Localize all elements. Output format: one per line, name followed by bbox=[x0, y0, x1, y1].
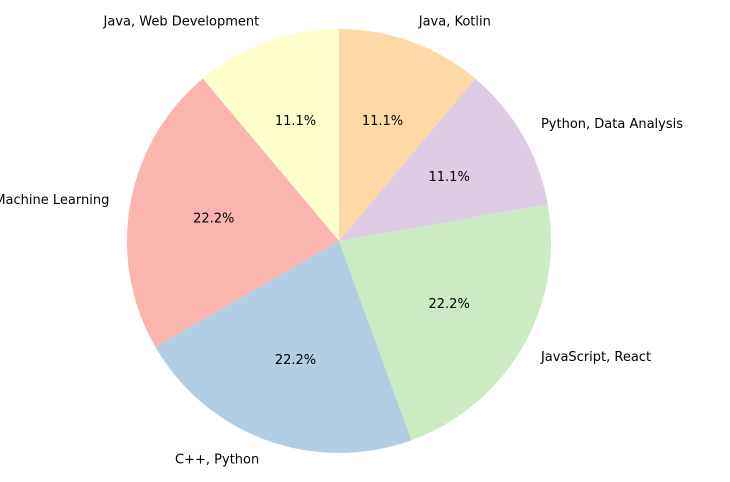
category-label-javascript-react: JavaScript, React bbox=[540, 350, 651, 365]
pie-slice-java-web-development bbox=[202, 29, 339, 241]
category-label-java-web-development: Java, Web Development bbox=[103, 14, 260, 29]
percent-label-python-data-analysis: 11.1% bbox=[429, 170, 470, 185]
pie-slice-c-python bbox=[155, 241, 412, 453]
slices-layer bbox=[126, 29, 551, 453]
category-label-python-data-analysis: Python, Data Analysis bbox=[541, 117, 683, 132]
category-label-c-python: C++, Python bbox=[175, 453, 259, 468]
percent-label-javascript-react: 22.2% bbox=[429, 297, 470, 312]
percent-label-python-machine-learning: 22.2% bbox=[193, 211, 234, 226]
percent-label-c-python: 22.2% bbox=[275, 353, 316, 368]
pie-slice-javascript-react bbox=[339, 204, 551, 441]
pie-slice-python-machine-learning bbox=[126, 78, 339, 347]
pie-slice-python-data-analysis bbox=[339, 78, 548, 241]
category-label-java-kotlin: Java, Kotlin bbox=[418, 14, 491, 29]
category-label-python-machine-learning: Python, Machine Learning bbox=[0, 193, 109, 208]
percent-label-java-web-development: 11.1% bbox=[275, 114, 316, 129]
percent-label-java-kotlin: 11.1% bbox=[362, 114, 403, 129]
percent-labels-layer: 11.1% 22.2% 22.2% 22.2% 11.1% 11.1% bbox=[193, 114, 470, 368]
pie-slice-java-kotlin bbox=[339, 29, 476, 241]
category-labels-layer: Java, Web Development Python, Machine Lea… bbox=[0, 14, 683, 467]
